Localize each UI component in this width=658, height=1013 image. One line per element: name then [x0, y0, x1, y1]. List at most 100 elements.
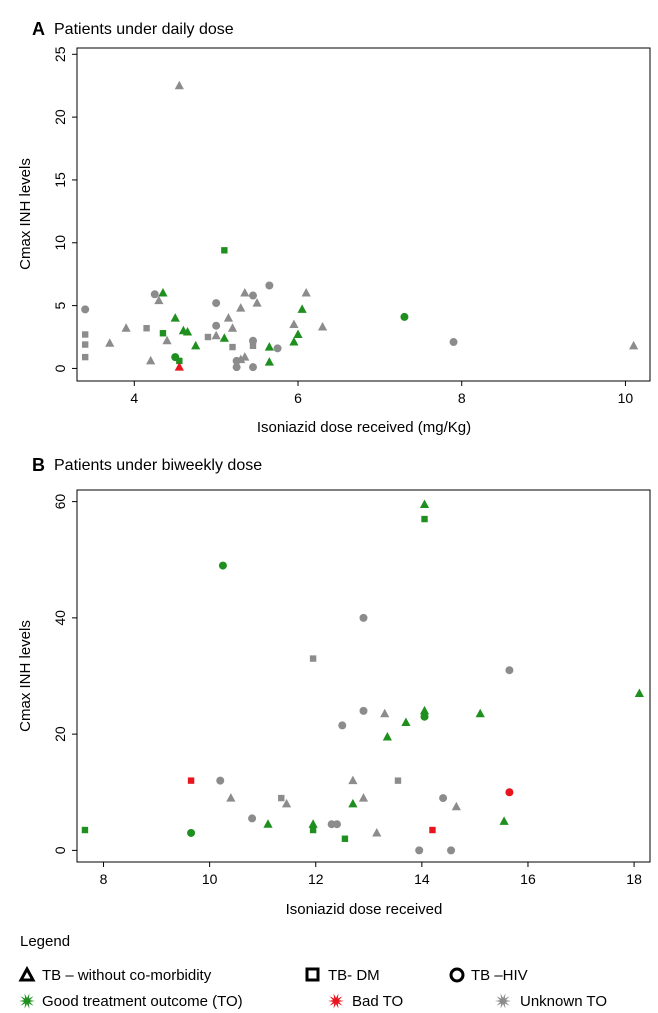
panel-a-point-tb-dm-good-to	[159, 330, 167, 337]
legend-label-unknown-outcome: Unknown TO	[520, 993, 607, 1010]
panel-a-point-tb-dm-good-to	[221, 247, 228, 254]
panel-a-point-tb-without-co-morbidity-unknown-to	[146, 355, 156, 365]
panel-a-plot-frame	[76, 47, 651, 382]
panel-b-point-tb-hiv-unknown-to	[415, 846, 424, 855]
panel-a-point-tb-without-co-morbidity-unknown-to	[252, 298, 262, 307]
legend-red-burst-icon	[328, 993, 344, 1009]
panel-a-x-tick-label: 6	[294, 390, 302, 406]
panel-a-point-tb-hiv-unknown-to	[212, 299, 221, 308]
panel-a-x-ticks: 4 6 8 10	[130, 381, 633, 406]
panel-a-y-tick-label: 5	[52, 302, 68, 310]
panel-b-x-axis-label: Isoniazid dose received	[286, 901, 443, 918]
panel-a-point-tb-without-co-morbidity-unknown-to	[227, 323, 238, 332]
panel-a-y-tick-label: 10	[52, 235, 68, 251]
panel-a-point-tb-without-co-morbidity-unknown-to	[154, 295, 164, 305]
panel-b-x-tick-label: 18	[626, 871, 642, 887]
panel-b-point-tb-dm-unknown-to	[309, 655, 317, 662]
legend-triangle-icon	[18, 965, 36, 982]
legend-item-unknown-outcome: Unknown TO	[495, 993, 607, 1010]
panel-a-daily-dose: A Patients under daily dose 0 5 10 15 20 25 4…	[17, 19, 651, 436]
legend-label-tb-hiv: TB –HIV	[471, 967, 528, 984]
panel-a-x-tick-label: 4	[130, 390, 138, 406]
panel-a-letter: A	[32, 19, 45, 39]
panel-b-point-tb-dm-good-to	[341, 835, 349, 842]
panel-a-point-tb-without-co-morbidity-unknown-to	[236, 303, 246, 312]
panel-b-point-tb-dm-good-to	[81, 826, 89, 834]
legend: Legend TB – without co-morbidity TB- DM …	[18, 933, 607, 1010]
panel-b-point-tb-without-co-morbidity-unknown-to	[451, 801, 461, 811]
panel-b-point-tb-hiv-unknown-to	[216, 776, 225, 785]
panel-a-y-tick-label: 15	[52, 172, 68, 188]
legend-item-tb-hiv: TB –HIV	[449, 967, 528, 984]
panel-b-point-tb-hiv-good-to	[218, 561, 227, 570]
panel-a-point-tb-without-co-morbidity-unknown-to	[211, 330, 221, 340]
legend-item-bad-outcome: Bad TO	[328, 993, 403, 1010]
legend-square-icon	[305, 967, 320, 982]
panel-a-point-tb-hiv-unknown-to	[248, 363, 257, 372]
panel-b-point-tb-hiv-unknown-to	[447, 846, 456, 855]
panel-a-y-axis-label: Cmax INH levels	[17, 158, 34, 270]
panel-b-point-tb-without-co-morbidity-unknown-to	[281, 798, 292, 808]
panel-b-point-tb-hiv-unknown-to	[248, 814, 257, 823]
legend-label-bad-outcome: Bad TO	[352, 993, 403, 1010]
panel-a-y-tick-label: 25	[52, 46, 68, 62]
panel-b-x-tick-label: 10	[202, 871, 218, 887]
panel-b-point-tb-hiv-unknown-to	[505, 666, 514, 675]
panel-b-plot-frame	[76, 489, 651, 863]
burst-good-shape	[19, 993, 35, 1009]
panel-a-point-tb-without-co-morbidity-good-to	[289, 337, 299, 346]
panel-a-point-tb-without-co-morbidity-unknown-to	[105, 338, 115, 347]
legend-label-tb-without-comorbidity: TB – without co-morbidity	[42, 967, 212, 984]
panel-b-point-tb-without-co-morbidity-good-to	[382, 732, 392, 741]
legend-label-tb-dm: TB- DM	[328, 967, 380, 984]
panel-b-point-tb-dm-unknown-to	[394, 777, 402, 784]
panel-a-point-tb-dm-unknown-to	[81, 331, 89, 338]
panel-a-point-tb-without-co-morbidity-unknown-to	[174, 80, 184, 90]
panel-b-y-tick-label: 0	[52, 846, 68, 854]
panel-b-letter: B	[32, 455, 45, 475]
legend-item-good-outcome: Good treatment outcome (TO)	[19, 993, 243, 1010]
panel-a-point-tb-without-co-morbidity-good-to	[191, 340, 201, 350]
panel-a-points	[81, 80, 639, 372]
panel-a-point-tb-without-co-morbidity-unknown-to	[240, 288, 250, 297]
panel-b-point-tb-dm-bad-to	[429, 826, 436, 834]
panel-a-point-tb-dm-unknown-to	[143, 325, 150, 332]
panel-a-point-tb-without-co-morbidity-unknown-to	[162, 335, 172, 345]
panel-a-point-tb-without-co-morbidity-good-to	[264, 357, 274, 366]
panel-a-point-tb-without-co-morbidity-bad-to	[174, 362, 184, 371]
panel-a-point-tb-without-co-morbidity-unknown-to	[629, 340, 639, 350]
panel-b-point-tb-without-co-morbidity-good-to	[499, 816, 509, 825]
panel-b-y-tick-label: 20	[52, 726, 68, 742]
panel-a-point-tb-hiv-unknown-to	[273, 344, 282, 353]
panel-a-y-ticks: 0 5 10 15 20 25	[52, 46, 77, 372]
panel-a-point-tb-dm-good-to	[176, 357, 183, 365]
panel-a-point-tb-without-co-morbidity-unknown-to	[121, 323, 131, 332]
panel-b-x-tick-label: 12	[308, 871, 324, 887]
panel-a-point-tb-without-co-morbidity-good-to	[170, 313, 180, 322]
panel-b-x-ticks: 8 10 12 14 16 18	[100, 862, 642, 887]
panel-b-point-tb-hiv-unknown-to	[359, 613, 368, 622]
panel-a-point-tb-dm-unknown-to	[81, 353, 89, 361]
panel-a-point-tb-without-co-morbidity-good-to	[158, 288, 168, 297]
legend-green-burst-icon	[19, 993, 35, 1009]
panel-b-point-tb-without-co-morbidity-good-to	[419, 705, 430, 715]
panel-b-point-tb-hiv-bad-to	[505, 788, 514, 797]
panel-a-point-tb-hiv-unknown-to	[248, 291, 257, 300]
panel-b-point-tb-without-co-morbidity-unknown-to	[358, 793, 369, 802]
panel-a-point-tb-without-co-morbidity-good-to	[219, 333, 229, 342]
panel-a-point-tb-without-co-morbidity-good-to	[182, 326, 193, 336]
legend-circle-icon	[449, 967, 465, 983]
panel-b-x-tick-label: 16	[520, 871, 536, 887]
panel-a-point-tb-without-co-morbidity-unknown-to	[236, 354, 246, 364]
panel-a-point-tb-dm-unknown-to	[229, 343, 236, 351]
panel-b-point-tb-dm-good-to	[309, 826, 317, 834]
panel-a-point-tb-hiv-unknown-to	[150, 290, 159, 299]
panel-a-y-tick-label: 0	[52, 364, 68, 372]
panel-b-point-tb-hiv-unknown-to	[439, 794, 448, 803]
panel-b-y-tick-label: 60	[52, 494, 68, 510]
panel-b-points	[81, 499, 644, 855]
panel-b-title: Patients under biweekly dose	[54, 457, 262, 474]
legend-label-good-outcome: Good treatment outcome (TO)	[42, 993, 243, 1010]
panel-b-point-tb-dm-unknown-to	[278, 794, 285, 802]
